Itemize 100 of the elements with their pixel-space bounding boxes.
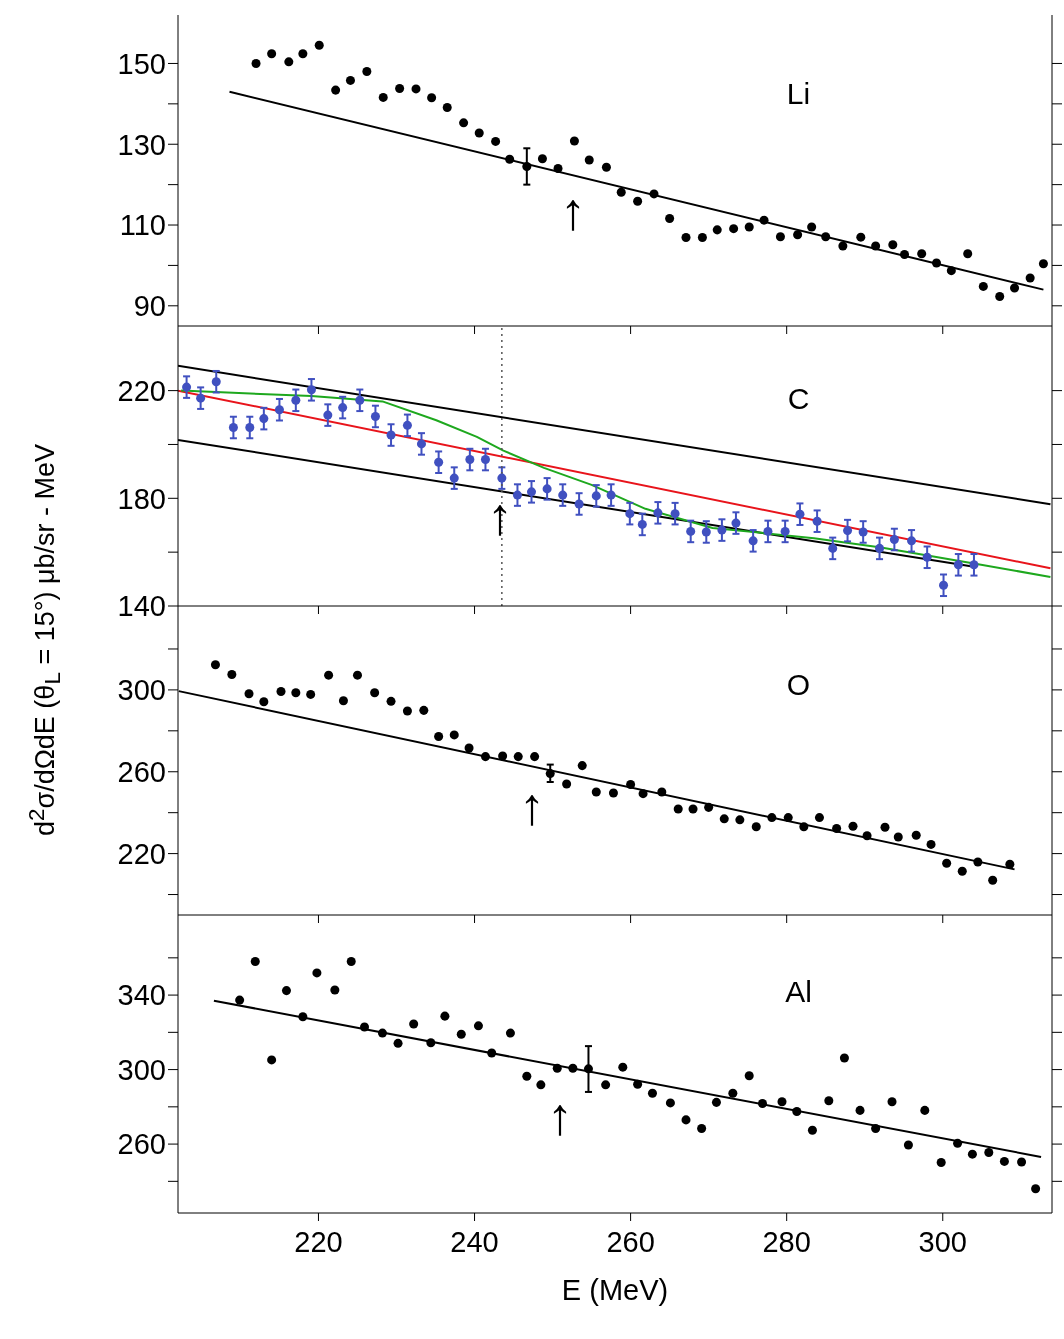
point (314, 40, 324, 50)
point (665, 214, 675, 224)
point (963, 249, 973, 259)
point (324, 670, 334, 680)
point (792, 1106, 802, 1116)
point (411, 84, 421, 94)
point (370, 411, 380, 421)
point (828, 543, 838, 553)
point (728, 1088, 738, 1098)
point (434, 457, 444, 467)
point (946, 266, 956, 276)
y-tick-label: 90 (133, 290, 166, 323)
point (291, 395, 301, 405)
point (530, 752, 540, 762)
point (583, 1064, 593, 1074)
text: O (785, 667, 812, 702)
point (440, 1011, 450, 1021)
point (712, 225, 722, 235)
point (480, 752, 490, 762)
point (926, 839, 936, 849)
point (856, 232, 866, 242)
point (465, 455, 475, 465)
point (1038, 259, 1048, 269)
point (807, 222, 817, 232)
point (717, 525, 727, 535)
point (999, 1156, 1009, 1166)
point (893, 832, 903, 842)
point (744, 222, 754, 232)
point (182, 382, 192, 392)
point (1005, 859, 1015, 869)
point (346, 957, 356, 967)
point (574, 499, 584, 509)
point (984, 1147, 994, 1157)
point (459, 118, 469, 128)
y-tick-label: 130 (117, 128, 166, 161)
point (427, 93, 437, 103)
point (331, 85, 341, 95)
point (330, 985, 340, 995)
point (267, 49, 277, 59)
point (824, 1096, 834, 1106)
point (821, 232, 831, 242)
point (312, 968, 322, 978)
point (553, 163, 563, 173)
point (473, 1021, 483, 1031)
point (338, 696, 348, 706)
point (577, 761, 587, 771)
point (228, 422, 238, 433)
x-axis-title: E (MeV) (561, 1274, 669, 1306)
point (957, 866, 967, 876)
point (917, 249, 927, 259)
text: Al (784, 974, 813, 1009)
point (729, 224, 739, 234)
annotation: ↑ (486, 486, 514, 546)
point (416, 439, 426, 449)
point (638, 789, 648, 799)
point (274, 405, 284, 415)
point (812, 516, 822, 526)
point (298, 49, 308, 59)
point (942, 858, 952, 868)
x-tick-label: 280 (762, 1225, 811, 1258)
point (545, 769, 555, 779)
point (793, 230, 803, 240)
point (670, 509, 680, 519)
point (807, 1125, 817, 1135)
point (386, 430, 396, 440)
point (505, 1028, 515, 1038)
point (848, 821, 858, 831)
point (419, 705, 429, 715)
point (601, 162, 611, 172)
annotation: ↑ (518, 776, 546, 836)
point (900, 250, 910, 260)
point (995, 292, 1005, 302)
point (512, 490, 522, 500)
point (616, 187, 626, 197)
x-tick-label: 300 (918, 1225, 967, 1258)
point (355, 395, 365, 405)
point (505, 154, 515, 164)
y-tick-label: 260 (117, 1128, 166, 1161)
point (953, 560, 963, 570)
point (211, 377, 221, 387)
point (552, 1063, 562, 1073)
point (345, 75, 355, 85)
point (487, 1048, 497, 1058)
point (606, 490, 616, 500)
point (735, 815, 745, 825)
point (362, 67, 372, 77)
point (653, 508, 663, 518)
point (480, 455, 490, 465)
point (799, 822, 809, 832)
point (537, 154, 547, 164)
y-tick-label: 340 (117, 979, 166, 1012)
point (393, 1038, 403, 1048)
point (763, 526, 773, 536)
point (1017, 1157, 1027, 1167)
point (584, 155, 594, 165)
point (1031, 1184, 1041, 1194)
point (251, 58, 261, 68)
point (795, 509, 805, 519)
point (875, 543, 885, 553)
point (907, 536, 917, 546)
